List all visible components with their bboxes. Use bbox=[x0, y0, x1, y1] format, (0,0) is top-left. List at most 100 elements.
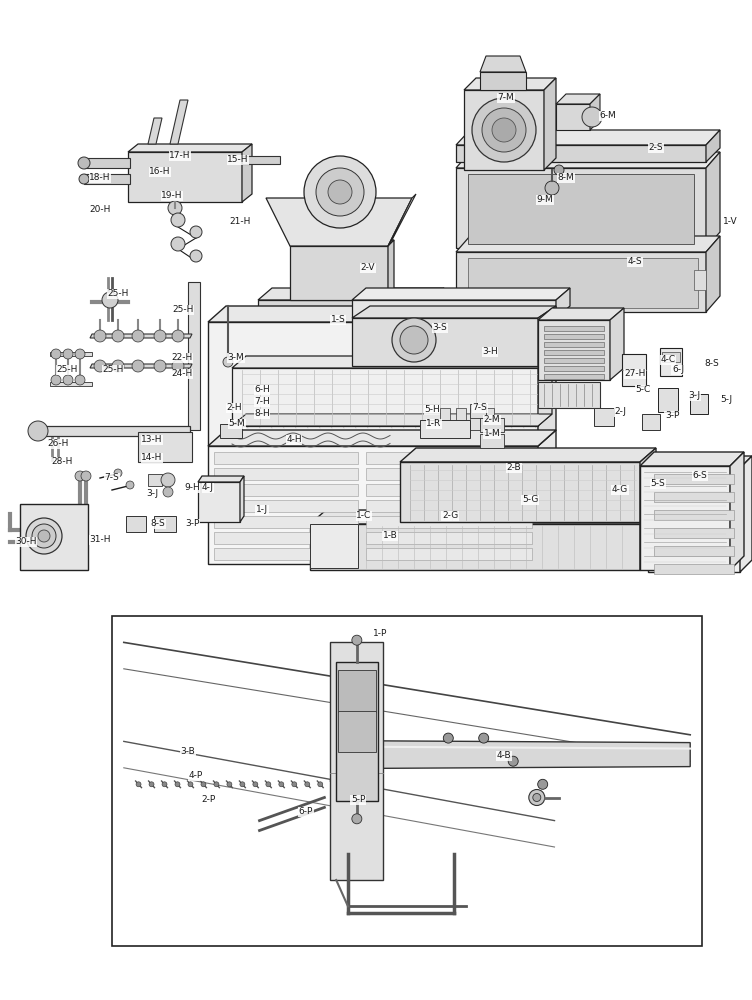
Polygon shape bbox=[694, 270, 706, 290]
Circle shape bbox=[201, 782, 206, 787]
Polygon shape bbox=[170, 100, 188, 144]
Text: 8-S: 8-S bbox=[705, 360, 720, 368]
Circle shape bbox=[472, 98, 536, 162]
Circle shape bbox=[63, 349, 73, 359]
Polygon shape bbox=[84, 174, 130, 184]
Polygon shape bbox=[464, 90, 544, 170]
Circle shape bbox=[279, 782, 284, 787]
Polygon shape bbox=[310, 510, 656, 524]
Text: 1-S: 1-S bbox=[331, 316, 345, 324]
Circle shape bbox=[172, 330, 184, 342]
Text: 20-H: 20-H bbox=[89, 206, 111, 215]
Polygon shape bbox=[352, 300, 556, 318]
Circle shape bbox=[479, 733, 489, 743]
Text: 2-G: 2-G bbox=[442, 512, 458, 520]
Bar bbox=[126, 516, 146, 532]
Polygon shape bbox=[456, 236, 720, 252]
Polygon shape bbox=[430, 288, 444, 312]
Circle shape bbox=[508, 756, 518, 766]
Circle shape bbox=[154, 360, 166, 372]
Bar bbox=[544, 358, 604, 363]
Text: 22-H: 22-H bbox=[171, 354, 193, 362]
Bar bbox=[654, 528, 734, 538]
Polygon shape bbox=[148, 118, 162, 144]
Text: 24-H: 24-H bbox=[171, 369, 193, 378]
Bar bbox=[484, 408, 494, 430]
Bar bbox=[220, 424, 242, 438]
Polygon shape bbox=[538, 430, 556, 564]
Circle shape bbox=[168, 201, 182, 215]
Text: 25-H: 25-H bbox=[108, 290, 129, 298]
Text: 16-H: 16-H bbox=[149, 167, 171, 176]
Bar bbox=[654, 564, 734, 574]
Text: 1-M: 1-M bbox=[484, 430, 500, 438]
Circle shape bbox=[132, 360, 144, 372]
Polygon shape bbox=[330, 642, 384, 880]
Text: 9-M: 9-M bbox=[537, 196, 553, 205]
Text: 1-B: 1-B bbox=[383, 532, 397, 540]
Polygon shape bbox=[90, 334, 192, 338]
Polygon shape bbox=[214, 532, 358, 544]
Text: 5-G: 5-G bbox=[522, 495, 538, 504]
Bar bbox=[642, 414, 660, 430]
Polygon shape bbox=[706, 130, 720, 162]
Polygon shape bbox=[334, 741, 690, 769]
Polygon shape bbox=[640, 466, 730, 570]
Circle shape bbox=[214, 782, 219, 787]
Polygon shape bbox=[352, 306, 556, 318]
Bar bbox=[544, 334, 604, 339]
Polygon shape bbox=[214, 548, 358, 560]
Text: 21-H: 21-H bbox=[229, 218, 250, 227]
Bar bbox=[470, 404, 486, 418]
Circle shape bbox=[114, 469, 122, 477]
Circle shape bbox=[75, 375, 85, 385]
Circle shape bbox=[79, 174, 89, 184]
Circle shape bbox=[28, 421, 48, 441]
Polygon shape bbox=[258, 288, 444, 300]
Polygon shape bbox=[50, 352, 92, 356]
Polygon shape bbox=[266, 198, 412, 246]
Polygon shape bbox=[648, 456, 752, 468]
Bar bbox=[544, 326, 604, 331]
Bar bbox=[622, 354, 646, 386]
Text: 6-S: 6-S bbox=[693, 472, 708, 481]
Polygon shape bbox=[538, 306, 556, 446]
Circle shape bbox=[78, 157, 90, 169]
Polygon shape bbox=[468, 174, 694, 244]
Polygon shape bbox=[464, 78, 556, 90]
Polygon shape bbox=[198, 482, 240, 522]
Circle shape bbox=[171, 237, 185, 251]
Circle shape bbox=[318, 782, 323, 787]
Bar bbox=[338, 670, 375, 712]
Bar bbox=[660, 348, 682, 376]
Text: 2-V: 2-V bbox=[361, 263, 375, 272]
Bar bbox=[420, 420, 470, 438]
Text: 3-S: 3-S bbox=[432, 324, 447, 332]
Circle shape bbox=[161, 473, 175, 487]
Bar bbox=[338, 711, 375, 752]
Text: 4-G: 4-G bbox=[612, 486, 628, 494]
Text: 14-H: 14-H bbox=[141, 454, 162, 462]
Text: 8-S: 8-S bbox=[150, 520, 165, 528]
Text: 4-B: 4-B bbox=[496, 752, 511, 760]
Text: 5-M: 5-M bbox=[229, 420, 245, 428]
Text: 9-H: 9-H bbox=[184, 484, 200, 492]
Text: 2-H: 2-H bbox=[226, 403, 242, 412]
Text: 3-B: 3-B bbox=[180, 748, 196, 756]
Text: 25-H: 25-H bbox=[56, 365, 77, 374]
Text: 8-H: 8-H bbox=[254, 410, 270, 418]
Polygon shape bbox=[20, 504, 88, 570]
Text: 2-P: 2-P bbox=[201, 796, 215, 804]
Text: 25-H: 25-H bbox=[172, 306, 194, 314]
Bar bbox=[154, 516, 176, 532]
Circle shape bbox=[63, 375, 73, 385]
Text: 3-H: 3-H bbox=[482, 348, 498, 357]
Text: 7-S: 7-S bbox=[472, 403, 487, 412]
Circle shape bbox=[26, 518, 62, 554]
Circle shape bbox=[75, 349, 85, 359]
Bar bbox=[148, 474, 162, 486]
Polygon shape bbox=[366, 452, 532, 464]
Text: 8-M: 8-M bbox=[558, 174, 575, 182]
Circle shape bbox=[227, 782, 232, 787]
Polygon shape bbox=[730, 452, 744, 570]
